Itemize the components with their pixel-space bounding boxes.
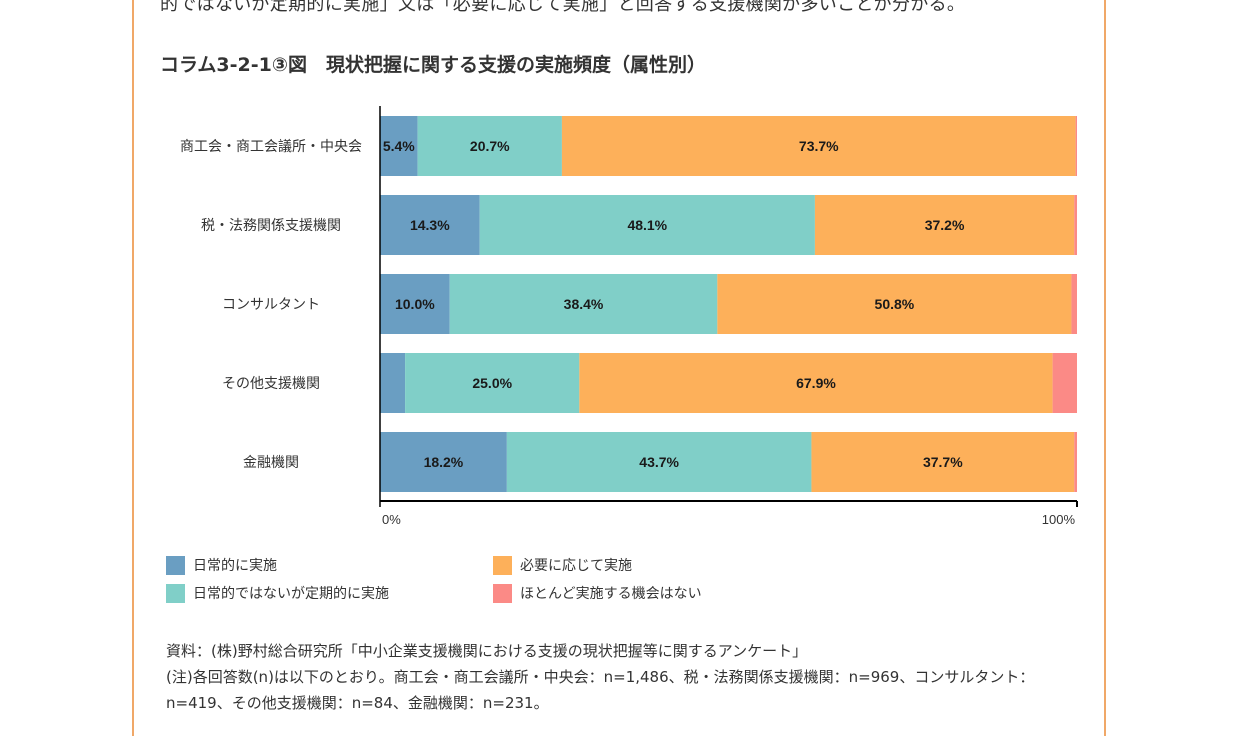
bar-segment [380,116,418,176]
data-label: 48.1% [627,217,667,233]
content-frame [132,0,1106,736]
data-label: 50.8% [875,296,915,312]
bar-segment [479,195,815,255]
x-tick-label: 100% [1042,512,1076,527]
bar-segment [405,353,580,413]
legend-swatch-rarely [493,583,512,603]
legend-item-daily: 日常的に実施 [166,555,277,575]
data-label: 38.4% [564,296,604,312]
category-label: その他支援機関 [222,376,320,392]
data-label: 25.0% [472,375,512,391]
category-label: 商工会・商工会議所・中央会 [180,138,362,155]
legend-label-daily: 日常的に実施 [193,558,277,574]
bar-segment [811,432,1075,492]
category-label: 金融機関 [243,455,299,471]
chart-notes: 資料：(株)野村総合研究所「中小企業支援機関における支援の現状把握等に関するアン… [166,638,1076,716]
bar-segment [1075,116,1077,176]
data-label: 43.7% [639,454,679,470]
chart-legend: 日常的に実施 必要に応じて実施 日常的ではないが定期的に実施 ほとんど実施する機… [166,555,826,615]
data-label: 20.7% [470,138,510,154]
bar-segment [561,116,1076,176]
data-label: 67.9% [796,375,836,391]
legend-label-rarely: ほとんど実施する機会はない [520,586,702,602]
bar-segment [1074,432,1077,492]
respondents-note: (注)各回答数(n)は以下のとおり。商工会・商工会議所・中央会：n=1,486、… [166,668,1035,712]
legend-label-as-needed: 必要に応じて実施 [520,558,632,574]
x-tick-label: 0% [382,512,401,527]
bar-segment [506,432,812,492]
legend-swatch-daily [166,555,185,575]
bar-segment [1071,274,1077,334]
bar-segment [380,432,507,492]
category-label: 税・法務関係支援機関 [201,218,341,234]
bar-segment [380,353,406,413]
bar-segment [380,274,450,334]
data-label: 73.7% [799,138,839,154]
bar-segment [380,195,480,255]
data-label: 18.2% [424,454,464,470]
bar-segment [814,195,1075,255]
source-note: 資料：(株)野村総合研究所「中小企業支援機関における支援の現状把握等に関するアン… [166,642,808,660]
legend-swatch-as-needed [493,555,512,575]
bar-segment [717,274,1072,334]
bar-segment [449,274,718,334]
legend-item-as-needed: 必要に応じて実施 [493,555,632,575]
figure-title: コラム3-2-1③図 現状把握に関する支援の実施頻度（属性別） [160,54,706,76]
legend-item-rarely: ほとんど実施する機会はない [493,583,702,603]
data-label: 37.2% [925,217,965,233]
bar-segment [417,116,562,176]
bar-segment [1074,195,1077,255]
data-label: 5.4% [383,138,415,154]
bar-segment [1052,353,1077,413]
intro-text: 的ではないが定期的に実施」又は「必要に応じて実施」と回答する支援機関が多いことが… [160,0,966,15]
data-label: 10.0% [395,296,435,312]
legend-item-periodic: 日常的ではないが定期的に実施 [166,583,389,603]
category-label: コンサルタント [222,297,320,313]
data-label: 14.3% [410,217,450,233]
legend-label-periodic: 日常的ではないが定期的に実施 [193,586,389,602]
bar-segment [579,353,1053,413]
legend-swatch-periodic [166,583,185,603]
data-label: 37.7% [923,454,963,470]
